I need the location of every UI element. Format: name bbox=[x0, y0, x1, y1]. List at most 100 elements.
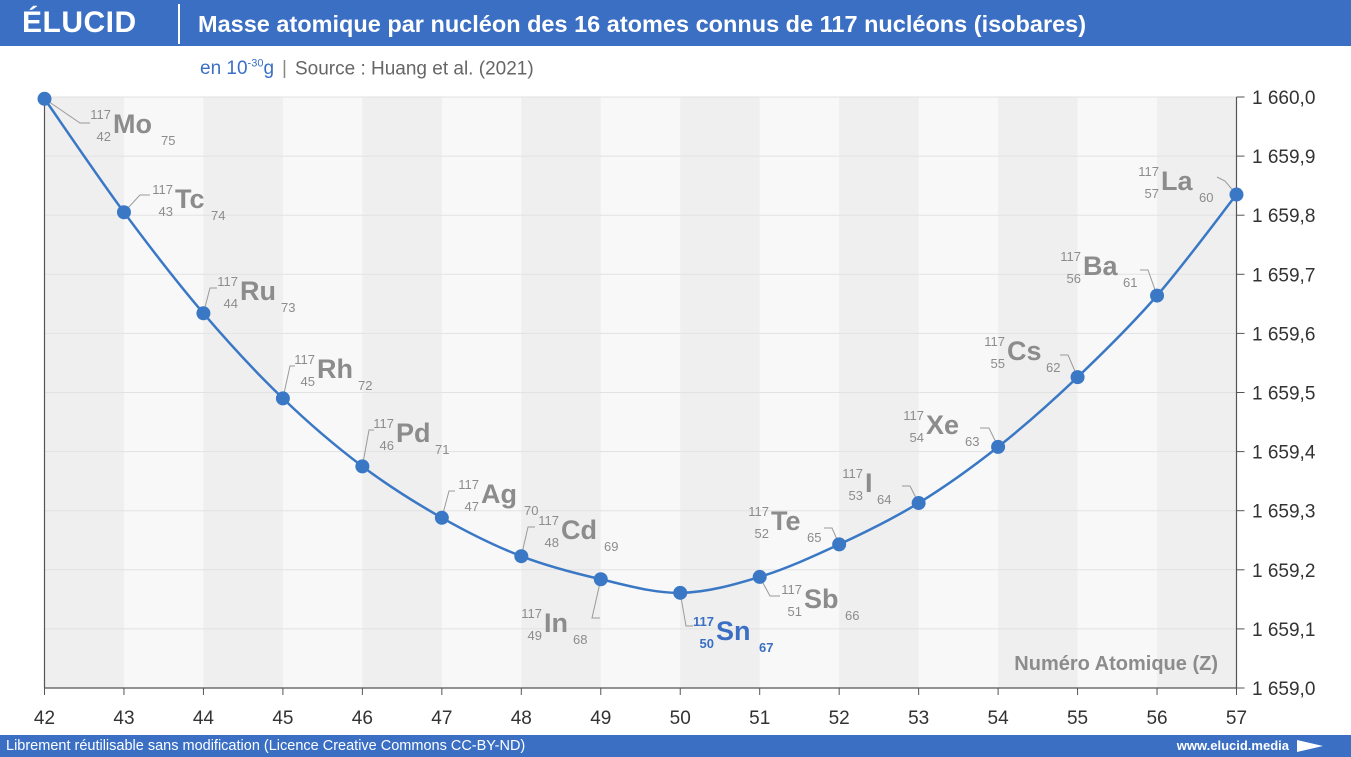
logo-divider bbox=[178, 4, 180, 44]
mass-number: 117 bbox=[1060, 249, 1081, 264]
point-Te bbox=[832, 537, 847, 552]
atomic-number: 46 bbox=[380, 438, 394, 453]
x-tick-label: 56 bbox=[1146, 708, 1167, 729]
leader-Cs bbox=[1060, 354, 1079, 378]
point-Cs bbox=[1070, 370, 1085, 385]
neutron-count: 70 bbox=[524, 503, 538, 518]
x-tick-label: 43 bbox=[113, 708, 134, 729]
atomic-number: 51 bbox=[788, 604, 802, 619]
point-I bbox=[911, 496, 926, 511]
atomic-number: 54 bbox=[910, 430, 924, 445]
mass-number: 117 bbox=[373, 416, 394, 431]
chart-axes bbox=[43, 96, 1245, 695]
neutron-count: 67 bbox=[759, 640, 773, 655]
element-symbol: Xe bbox=[926, 410, 959, 440]
point-Xe bbox=[991, 439, 1006, 454]
y-tick-label: 1 659,3 bbox=[1252, 502, 1315, 523]
leader-Pd bbox=[361, 429, 374, 467]
chart-subtitle: en 10-30g | Source : Huang et al. (2021) bbox=[200, 52, 534, 80]
isotope-label-Mo: 117 42 Mo 75 bbox=[90, 107, 175, 148]
x-tick-label: 50 bbox=[670, 708, 691, 729]
neutron-count: 72 bbox=[358, 378, 372, 393]
atomic-number: 47 bbox=[465, 499, 479, 514]
elucid-logo: ÉLUCID bbox=[22, 6, 137, 39]
isobar-mass-chart: 42 43 44 45 46 47 48 49 50 51 52 53 54 55 56 57 1 659,0… bbox=[34, 88, 1316, 729]
y-tick-label: 1 659,6 bbox=[1252, 324, 1315, 345]
atomic-number: 49 bbox=[528, 628, 542, 643]
mass-number: 117 bbox=[538, 513, 559, 528]
isotope-label-Xe: 117 54 Xe 63 bbox=[903, 408, 979, 449]
atomic-number: 48 bbox=[545, 535, 559, 550]
point-In bbox=[593, 572, 608, 587]
neutron-count: 62 bbox=[1046, 360, 1060, 375]
label-leaders bbox=[44, 98, 1237, 627]
atomic-number: 42 bbox=[97, 129, 111, 144]
mass-number: 117 bbox=[294, 352, 315, 367]
y-tick-label: 1 659,7 bbox=[1252, 265, 1315, 286]
isotope-labels: 117 42 Mo 75 117 43 Tc 74 117 44 Ru 73 117 45 Rh 72 117 4… bbox=[90, 107, 1213, 655]
x-tick-label: 53 bbox=[908, 708, 929, 729]
neutron-count: 71 bbox=[435, 442, 449, 457]
footer-arrow-icon bbox=[1297, 740, 1323, 752]
point-La bbox=[1229, 187, 1244, 202]
isotope-label-Sb: 117 51 Sb 66 bbox=[781, 582, 859, 623]
atomic-number: 57 bbox=[1145, 186, 1159, 201]
point-Ba bbox=[1150, 288, 1165, 303]
unit-suffix: g bbox=[263, 58, 275, 80]
isotope-label-Ba: 117 56 Ba 61 bbox=[1060, 249, 1137, 290]
point-Rh bbox=[275, 391, 290, 406]
x-tick-label: 57 bbox=[1226, 708, 1247, 729]
x-tick-label: 45 bbox=[272, 708, 293, 729]
mass-number: 117 bbox=[748, 504, 769, 519]
leader-In bbox=[591, 579, 602, 619]
element-symbol: Cs bbox=[1007, 336, 1042, 366]
x-tick-label: 42 bbox=[34, 708, 55, 729]
point-Ru bbox=[196, 306, 211, 321]
x-tick-label: 52 bbox=[829, 708, 850, 729]
x-tick-label: 51 bbox=[749, 708, 770, 729]
neutron-count: 65 bbox=[807, 530, 821, 545]
neutron-count: 64 bbox=[877, 492, 891, 507]
unit-exponent: -30 bbox=[247, 58, 264, 70]
mass-number: 117 bbox=[458, 477, 479, 492]
mass-number: 117 bbox=[521, 606, 542, 621]
isotope-label-I: 117 53 I 64 bbox=[842, 466, 891, 507]
y-tick-label: 1 659,2 bbox=[1252, 561, 1315, 582]
website-link[interactable]: www.elucid.media bbox=[1176, 738, 1289, 753]
neutron-count: 61 bbox=[1123, 275, 1137, 290]
x-tick-label: 55 bbox=[1067, 708, 1088, 729]
isotope-label-La: 117 57 La 60 bbox=[1138, 164, 1213, 205]
isotope-label-Cd: 117 48 Cd 69 bbox=[538, 513, 618, 554]
neutron-count: 74 bbox=[211, 208, 225, 223]
element-symbol: Ru bbox=[240, 276, 276, 306]
atomic-number: 45 bbox=[301, 374, 315, 389]
subtitle-separator: | bbox=[282, 58, 287, 80]
atomic-number: 52 bbox=[755, 526, 769, 541]
atomic-number: 53 bbox=[849, 488, 863, 503]
unit-label: en 10-30g bbox=[200, 58, 274, 79]
leader-Sn bbox=[679, 592, 693, 627]
neutron-count: 69 bbox=[604, 539, 618, 554]
license-text: Librement réutilisable sans modification… bbox=[6, 738, 526, 754]
leader-Mo bbox=[44, 98, 90, 124]
point-Pd bbox=[355, 459, 370, 474]
series-line bbox=[43, 98, 1238, 595]
mass-number: 117 bbox=[903, 408, 924, 423]
neutron-count: 68 bbox=[573, 632, 587, 647]
x-tick-label: 49 bbox=[590, 708, 611, 729]
mass-number: 117 bbox=[781, 582, 802, 597]
mass-number: 117 bbox=[90, 107, 111, 122]
element-symbol: I bbox=[865, 468, 873, 498]
element-symbol: Tc bbox=[175, 184, 205, 214]
mass-number: 117 bbox=[693, 614, 714, 629]
leader-Tc bbox=[123, 194, 150, 213]
x-axis-label: Numéro Atomique (Z) bbox=[1014, 653, 1218, 675]
point-Mo bbox=[37, 91, 52, 106]
atomic-number: 56 bbox=[1067, 271, 1081, 286]
element-symbol: Te bbox=[771, 506, 801, 536]
element-symbol: Rh bbox=[317, 354, 353, 384]
y-tick-label: 1 659,1 bbox=[1252, 620, 1315, 641]
y-tick-label: 1 659,9 bbox=[1252, 147, 1315, 168]
leader-Rh bbox=[282, 365, 295, 399]
neutron-count: 60 bbox=[1199, 190, 1213, 205]
